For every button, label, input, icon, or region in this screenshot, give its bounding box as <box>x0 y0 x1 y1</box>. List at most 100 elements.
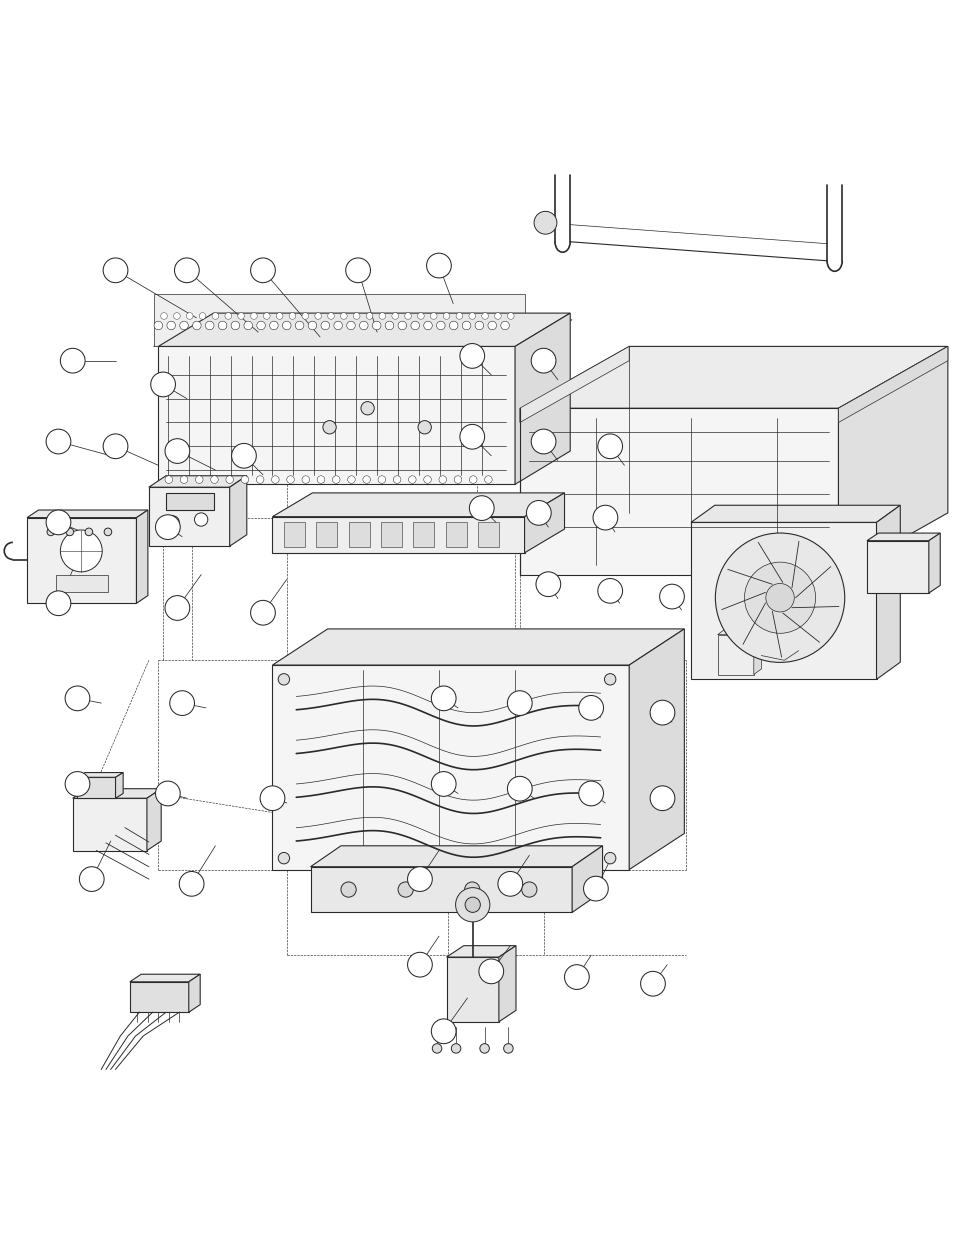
Circle shape <box>263 312 270 320</box>
Circle shape <box>397 321 406 330</box>
Circle shape <box>170 690 194 715</box>
Circle shape <box>205 321 213 330</box>
Polygon shape <box>153 294 524 346</box>
Circle shape <box>332 475 339 483</box>
Circle shape <box>66 529 73 536</box>
Circle shape <box>487 321 496 330</box>
Polygon shape <box>866 541 928 593</box>
Circle shape <box>165 438 190 463</box>
Circle shape <box>151 372 175 396</box>
Polygon shape <box>519 409 838 574</box>
Polygon shape <box>876 505 900 679</box>
Circle shape <box>251 600 275 625</box>
Circle shape <box>451 1044 460 1053</box>
Circle shape <box>244 321 253 330</box>
Polygon shape <box>273 493 564 516</box>
Bar <box>348 522 369 547</box>
Circle shape <box>464 882 479 897</box>
Circle shape <box>211 475 218 483</box>
Circle shape <box>225 312 232 320</box>
Circle shape <box>478 960 503 984</box>
Polygon shape <box>230 475 247 546</box>
Circle shape <box>411 321 419 330</box>
Circle shape <box>289 312 295 320</box>
Polygon shape <box>158 314 570 346</box>
Circle shape <box>475 321 483 330</box>
Polygon shape <box>446 946 516 957</box>
Bar <box>55 574 108 592</box>
Polygon shape <box>519 346 629 422</box>
Circle shape <box>320 321 329 330</box>
Circle shape <box>469 312 476 320</box>
Polygon shape <box>149 475 247 487</box>
Circle shape <box>408 475 416 483</box>
Circle shape <box>103 258 128 283</box>
Circle shape <box>334 321 342 330</box>
Circle shape <box>251 312 257 320</box>
Circle shape <box>378 312 385 320</box>
Circle shape <box>494 312 500 320</box>
Circle shape <box>531 429 556 454</box>
Circle shape <box>593 505 618 530</box>
Circle shape <box>430 312 436 320</box>
Circle shape <box>302 475 310 483</box>
Polygon shape <box>753 629 760 674</box>
Circle shape <box>251 258 275 283</box>
Circle shape <box>180 475 188 483</box>
Circle shape <box>469 475 476 483</box>
Circle shape <box>649 785 674 810</box>
Polygon shape <box>72 789 161 798</box>
Circle shape <box>536 572 560 597</box>
Circle shape <box>360 401 374 415</box>
Circle shape <box>366 312 373 320</box>
Polygon shape <box>72 798 147 851</box>
Circle shape <box>103 433 128 458</box>
Circle shape <box>362 475 370 483</box>
Circle shape <box>431 685 456 710</box>
Circle shape <box>237 312 244 320</box>
Polygon shape <box>273 629 683 666</box>
Circle shape <box>165 595 190 620</box>
Circle shape <box>347 475 355 483</box>
Bar <box>413 522 434 547</box>
Polygon shape <box>149 487 230 546</box>
Circle shape <box>426 253 451 278</box>
Polygon shape <box>838 346 947 574</box>
Circle shape <box>481 312 488 320</box>
Circle shape <box>179 872 204 897</box>
Circle shape <box>287 475 294 483</box>
Circle shape <box>340 882 355 897</box>
Circle shape <box>104 529 112 536</box>
Circle shape <box>167 321 175 330</box>
Circle shape <box>521 882 537 897</box>
Circle shape <box>186 312 193 320</box>
Circle shape <box>397 882 413 897</box>
Circle shape <box>260 785 285 810</box>
Polygon shape <box>273 666 629 869</box>
Polygon shape <box>189 974 200 1013</box>
Circle shape <box>598 578 622 603</box>
Circle shape <box>507 777 532 802</box>
Circle shape <box>65 772 90 797</box>
Circle shape <box>604 673 616 685</box>
Circle shape <box>65 685 90 710</box>
Circle shape <box>231 321 239 330</box>
Circle shape <box>407 952 432 977</box>
Circle shape <box>272 475 279 483</box>
Circle shape <box>47 529 54 536</box>
Circle shape <box>423 321 432 330</box>
Circle shape <box>531 348 556 373</box>
Polygon shape <box>717 635 753 674</box>
Bar <box>380 522 401 547</box>
Polygon shape <box>928 534 940 593</box>
Circle shape <box>417 312 424 320</box>
Circle shape <box>194 513 208 526</box>
Bar <box>166 493 213 510</box>
Circle shape <box>497 872 522 897</box>
Circle shape <box>578 781 603 806</box>
Polygon shape <box>524 493 564 553</box>
Circle shape <box>278 852 290 863</box>
Circle shape <box>199 312 206 320</box>
Circle shape <box>438 475 446 483</box>
Circle shape <box>462 321 471 330</box>
